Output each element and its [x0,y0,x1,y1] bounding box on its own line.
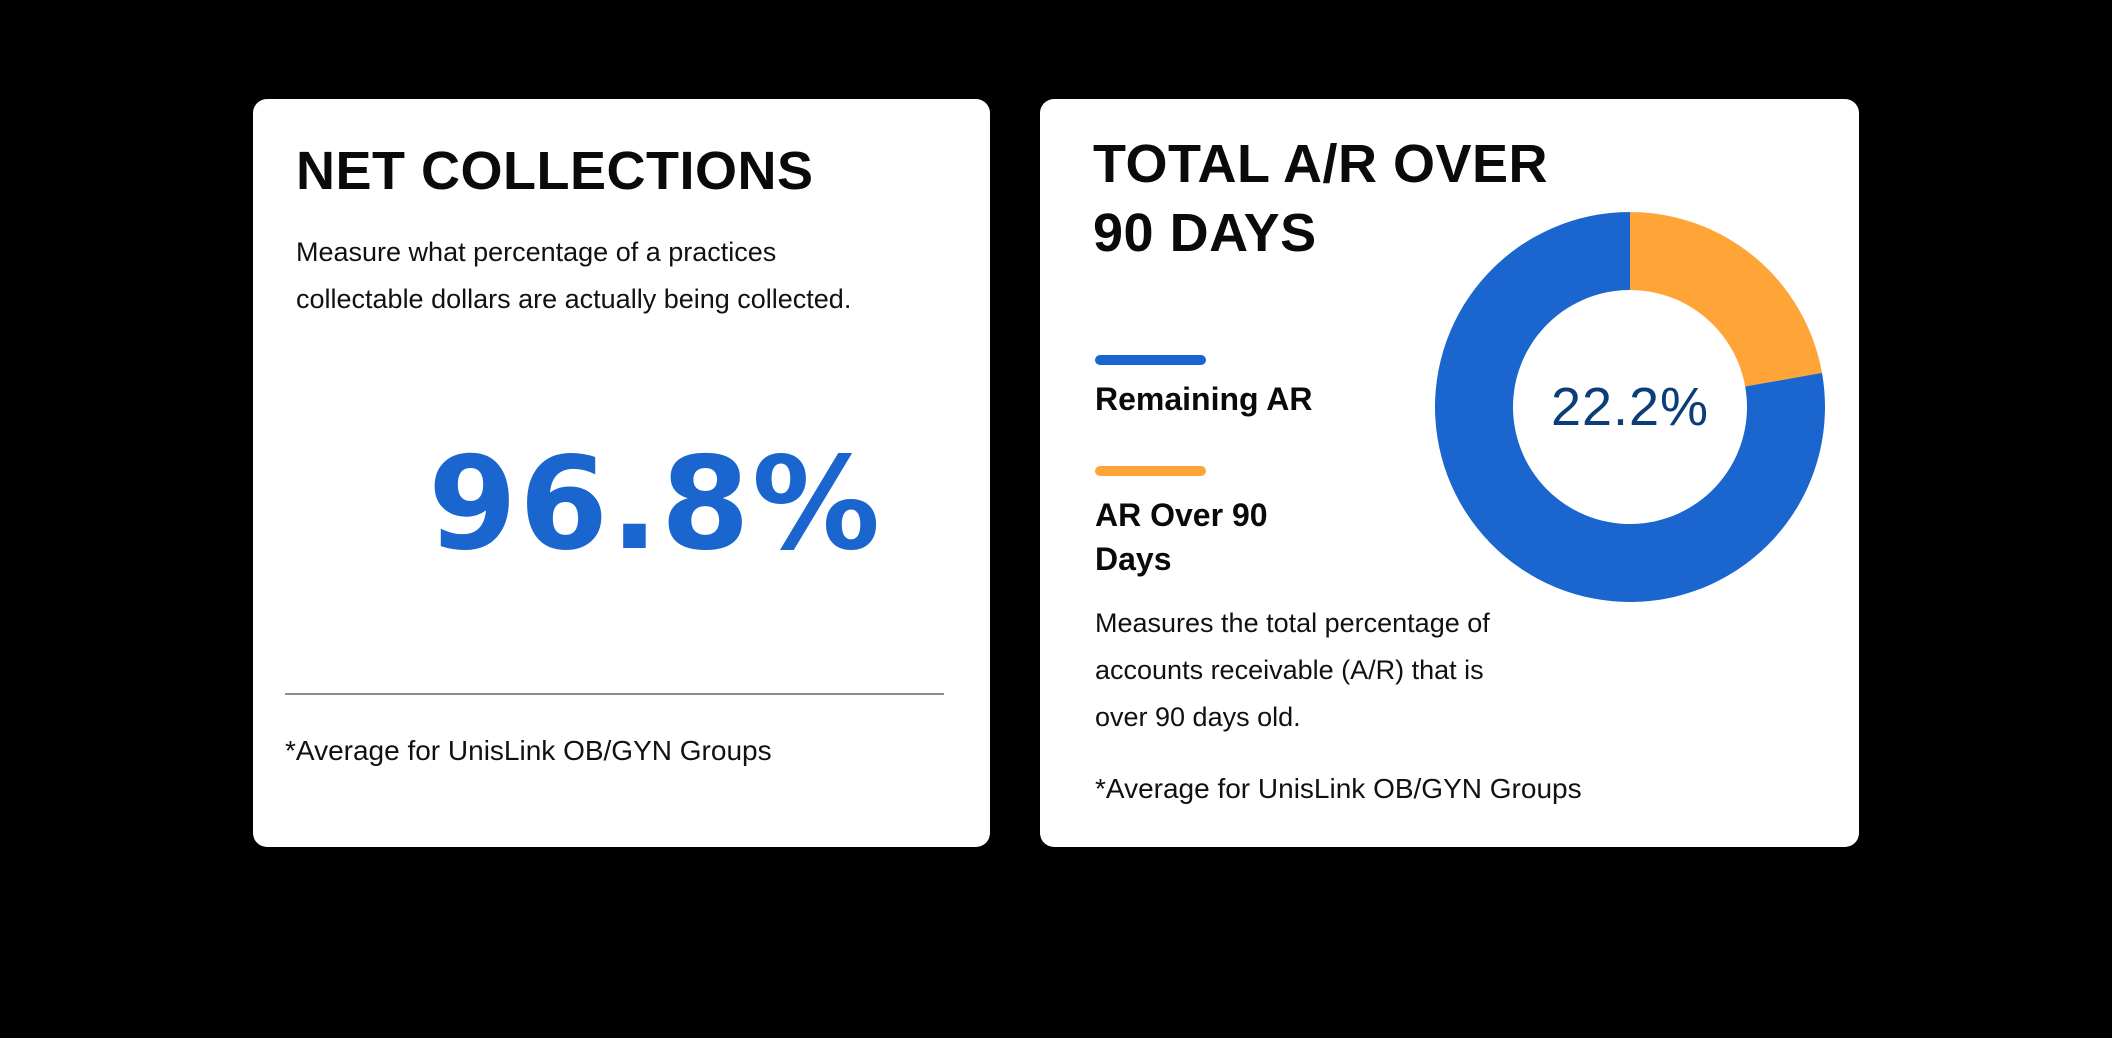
ar-donut-chart: 22.2% [1435,212,1825,602]
net-collections-footnote: *Average for UnisLink OB/GYN Groups [285,735,772,766]
ar-description-line-3: over 90 days old. [1095,702,1301,732]
donut-slice-ar-over-90 [1630,212,1822,387]
net-collections-value: 96.8% [428,430,883,579]
ar-title-line-1: TOTAL A/R OVER [1093,134,1549,194]
legend-label-ar-over-90-line-2: Days [1095,541,1172,577]
legend-label-remaining-ar: Remaining AR [1095,381,1313,417]
legend-swatch-remaining-ar [1095,355,1206,365]
legend-label-ar-over-90-line-1: AR Over 90 [1095,497,1268,533]
net-collections-description-line-2: collectable dollars are actually being c… [296,284,852,314]
ar-description-line-1: Measures the total percentage of [1095,608,1490,638]
ar-footnote: *Average for UnisLink OB/GYN Groups [1095,773,1582,804]
net-collections-card [253,99,990,847]
ar-title-line-2: 90 DAYS [1093,203,1317,263]
donut-svg [1435,212,1825,602]
legend-swatch-ar-over-90 [1095,466,1206,476]
net-collections-divider [285,693,944,695]
donut-slice-remaining-ar [1435,212,1825,602]
net-collections-title: NET COLLECTIONS [296,141,814,201]
ar-description-line-2: accounts receivable (A/R) that is [1095,655,1484,685]
net-collections-description-line-1: Measure what percentage of a practices [296,237,777,267]
donut-center-value: 22.2% [1550,377,1710,437]
